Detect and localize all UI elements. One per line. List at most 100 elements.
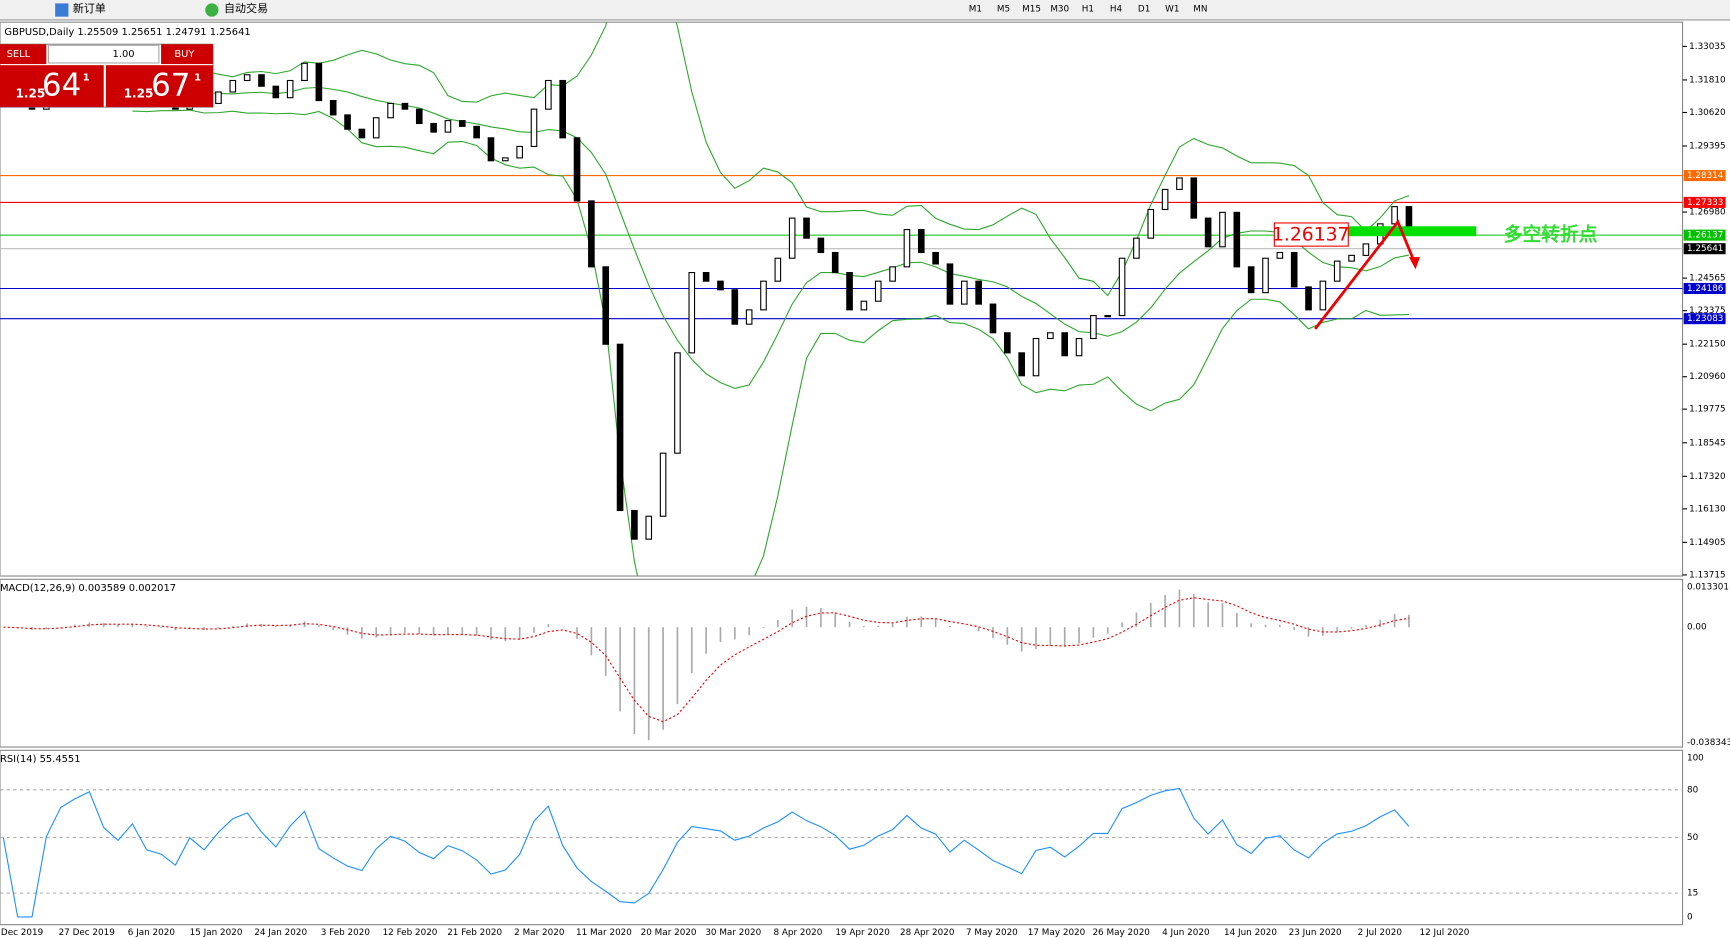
candle [803,217,810,239]
x-tick-label: 23 Jun 2020 [1289,928,1342,938]
symbol-info: GBPUSD,Daily 1.25509 1.25651 1.24791 1.2… [4,27,250,38]
price-level-tag [1683,313,1726,325]
candle [616,343,624,512]
candle [1004,332,1011,354]
candle [1262,257,1269,294]
timeframe-button[interactable]: MN [1193,4,1207,14]
x-tick-label: 4 Jun 2020 [1162,928,1210,938]
candle [1104,315,1112,318]
candle [1118,257,1126,317]
buy-price-pips: 67 [151,68,190,104]
candle [545,79,552,110]
candle [1391,206,1398,225]
candle [717,280,724,291]
price-level-label: 1.25641 [1687,244,1723,254]
candle [774,257,782,282]
y-tick-label: 1.18545 [1689,438,1725,448]
x-tick-label: 6 Jan 2020 [128,928,176,938]
macd-tick-label: -0.038343 [1687,738,1730,748]
buy-label[interactable]: BUY [174,49,195,60]
x-tick-label: 17 May 2020 [1028,928,1086,938]
annotation-price: 1.26137 [1272,225,1350,246]
x-tick-label: Dec 2019 [1,928,43,938]
candle [932,251,939,265]
x-tick-label: 19 Apr 2020 [835,928,890,938]
candle [1133,237,1140,259]
candle [502,157,509,162]
price-level-tag [1683,243,1726,255]
candle [258,74,265,87]
lot-value[interactable]: 1.00 [113,49,135,60]
sell-price-big: 1.25 [15,86,45,100]
price-level-label: 1.24186 [1687,284,1724,294]
candle [215,91,222,104]
candle [760,280,767,311]
macd-label: MACD(12,26,9) 0.003589 0.002017 [0,583,176,594]
buy-price-box[interactable] [105,65,213,108]
lot-input[interactable] [47,44,160,64]
trend-arrow [1314,219,1417,330]
candle [573,137,581,202]
candle [372,117,380,139]
candle [1290,251,1298,288]
candle [975,280,982,305]
candle [1190,177,1198,219]
timeframe-button[interactable]: D1 [1138,4,1150,14]
candle [688,272,696,354]
candle [989,303,997,334]
timeframe-button[interactable]: M15 [1022,4,1041,14]
timeframe-button[interactable]: M5 [997,4,1010,14]
y-tick-label: 1.22150 [1689,340,1726,350]
new-order-button[interactable]: 新订单 [73,1,106,15]
candle [960,280,968,305]
candle [1233,211,1241,268]
sell-price-pips: 64 [42,68,81,104]
timeframe-button[interactable]: M30 [1050,4,1069,14]
auto-trading-button[interactable]: 自动交易 [224,1,268,15]
sell-button[interactable] [0,44,47,65]
candle [903,229,911,268]
candle [874,280,882,302]
y-tick-label: 1.31810 [1689,75,1726,85]
y-tick-label: 1.14905 [1689,538,1725,548]
price-level-label: 1.23083 [1687,314,1723,324]
candle [1204,217,1212,248]
candle [731,289,739,325]
y-tick-label: 1.26980 [1689,208,1726,218]
candle [1032,337,1040,377]
rsi-tick-label: 80 [1687,785,1699,795]
timeframe-button[interactable]: M1 [969,4,982,14]
auto-trading-icon[interactable] [205,3,219,17]
candle [917,229,925,254]
candle [401,102,409,110]
candle [1333,260,1341,282]
buy-button[interactable] [161,44,213,65]
new-order-icon[interactable] [55,3,69,17]
candle [458,120,466,127]
x-tick-label: 24 Jan 2020 [254,928,307,938]
timeframe-button[interactable]: W1 [1165,4,1179,14]
y-tick-label: 1.24565 [1689,274,1725,284]
y-tick-label: 1.20960 [1689,372,1726,382]
arrow-head [1408,257,1420,270]
x-tick-label: 27 Dec 2019 [59,928,115,938]
candle [588,200,595,268]
timeframe-button[interactable]: H1 [1082,4,1094,14]
sell-label[interactable]: SELL [7,49,31,60]
candle [444,120,452,133]
candle [301,62,308,82]
candle [645,515,653,540]
candle [315,62,323,102]
candle [1075,337,1083,357]
sell-price-box[interactable] [0,65,104,108]
y-tick-label: 1.17320 [1689,472,1726,482]
rsi-tick-label: 50 [1687,833,1699,843]
rsi-tick-label: 100 [1687,754,1704,764]
turning-zone [1348,226,1477,237]
y-tick-label: 1.33035 [1689,42,1725,52]
timeframe-button[interactable]: H4 [1110,4,1123,14]
sell-price-frac: 1 [83,72,90,83]
rsi-label: RSI(14) 55.4551 [0,754,81,765]
candle [1176,177,1183,190]
candle [1090,315,1097,340]
